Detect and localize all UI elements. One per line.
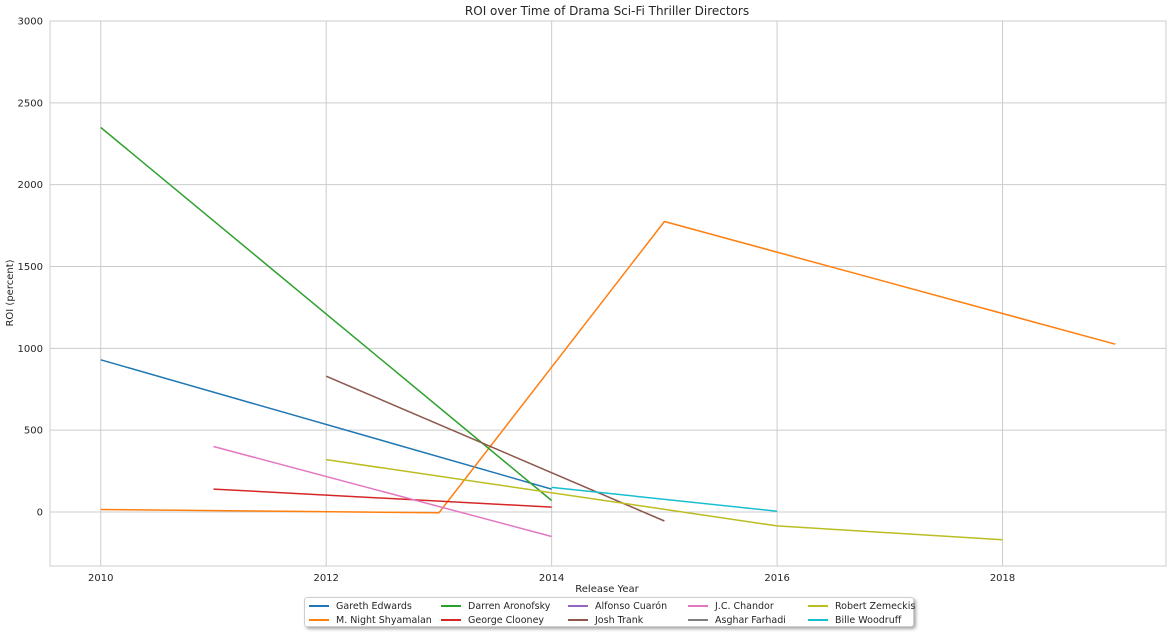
y-tick-label: 1500 bbox=[18, 262, 43, 273]
series-line-george-clooney bbox=[213, 488, 552, 508]
legend-swatch bbox=[688, 605, 708, 607]
legend-item-robert-zemeckis: Robert Zemeckis bbox=[808, 599, 918, 613]
legend-swatch bbox=[808, 605, 828, 607]
legend: Gareth Edwards M. Night Shyamalan Darren A… bbox=[304, 597, 915, 627]
y-tick-label: 0 bbox=[37, 507, 43, 518]
legend-swatch bbox=[568, 619, 588, 621]
legend-label: Robert Zemeckis bbox=[835, 600, 916, 612]
legend-item-george-clooney: George Clooney bbox=[441, 613, 568, 627]
series-line-bille-woodruff bbox=[551, 486, 778, 512]
y-tick-label: 500 bbox=[24, 426, 43, 437]
legend-label: Darren Aronofsky bbox=[468, 600, 551, 612]
legend-swatch bbox=[441, 605, 461, 607]
legend-label: George Clooney bbox=[468, 614, 545, 626]
legend-item-j-c-chandor: J.C. Chandor bbox=[688, 599, 808, 613]
y-tick-label: 1000 bbox=[18, 344, 43, 355]
series-line-darren-aronofsky bbox=[100, 126, 553, 502]
legend-label: Alfonso Cuarón bbox=[595, 600, 668, 612]
tick-labels: 2010 2012 2014 2016 2018 0 500 1000 1500 2000 2500… bbox=[18, 17, 1016, 585]
legend-label: Bille Woodruff bbox=[835, 614, 902, 626]
series-line-gareth-edwards bbox=[100, 359, 552, 490]
y-tick-label: 2500 bbox=[18, 98, 43, 109]
legend-label: Josh Trank bbox=[595, 614, 644, 626]
legend-item-josh-trank: Josh Trank bbox=[568, 613, 688, 627]
y-axis-label: ROI (percent) bbox=[5, 259, 16, 326]
legend-label: J.C. Chandor bbox=[715, 600, 774, 612]
x-axis-label: Release Year bbox=[575, 584, 639, 595]
x-tick-label: 2010 bbox=[88, 573, 113, 584]
y-tick-label: 3000 bbox=[18, 17, 43, 28]
x-tick-label: 2016 bbox=[764, 573, 789, 584]
legend-item-gareth-edwards: Gareth Edwards bbox=[309, 599, 441, 613]
series-lines bbox=[100, 126, 1116, 541]
plot-area-frame bbox=[49, 20, 1167, 567]
legend-swatch bbox=[808, 619, 828, 621]
x-tick-label: 2018 bbox=[990, 573, 1015, 584]
x-tick-label: 2014 bbox=[539, 573, 564, 584]
legend-swatch bbox=[309, 619, 329, 621]
legend-item-m-night-shyamalan: M. Night Shyamalan bbox=[309, 613, 441, 627]
chart-title: ROI over Time of Drama Sci-Fi Thriller D… bbox=[465, 4, 749, 18]
series-line-robert-zemeckis bbox=[326, 458, 1003, 541]
legend-swatch bbox=[309, 605, 329, 607]
legend-swatch bbox=[688, 619, 708, 621]
legend-item-asghar-farhadi: Asghar Farhadi bbox=[688, 613, 808, 627]
legend-label: Gareth Edwards bbox=[336, 600, 412, 612]
x-tick-label: 2012 bbox=[313, 573, 338, 584]
legend-item-alfonso-cuar-n: Alfonso Cuarón bbox=[568, 599, 688, 613]
series-line-josh-trank bbox=[325, 375, 665, 522]
legend-swatch bbox=[568, 605, 588, 607]
y-tick-label: 2000 bbox=[18, 180, 43, 191]
series-line-m-night-shyamalan bbox=[100, 220, 1116, 514]
legend-label: Asghar Farhadi bbox=[715, 614, 786, 626]
legend-item-bille-woodruff: Bille Woodruff bbox=[808, 613, 918, 627]
legend-label: M. Night Shyamalan bbox=[336, 614, 432, 626]
legend-item-darren-aronofsky: Darren Aronofsky bbox=[441, 599, 568, 613]
series-line-j-c-chandor bbox=[213, 445, 552, 538]
legend-swatch bbox=[441, 619, 461, 621]
